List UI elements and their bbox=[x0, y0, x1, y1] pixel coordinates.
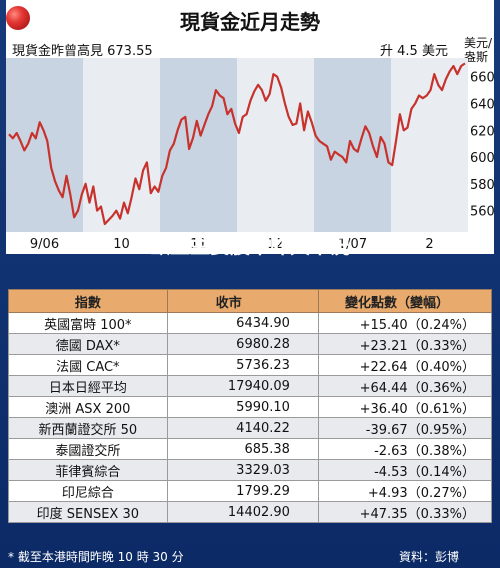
y-tick-label: 600 bbox=[470, 151, 495, 166]
change-value: +4.93（0.27%） bbox=[317, 480, 493, 502]
change-value: -2.63（0.38%） bbox=[317, 438, 493, 460]
x-tick-label: 10 bbox=[113, 237, 130, 252]
table-header-row: 指數 收市 變化點數（變幅） bbox=[8, 289, 493, 313]
column-header-close: 收市 bbox=[166, 289, 319, 313]
table-row: 英國富時 100* 6434.90 +15.40（0.24%） bbox=[8, 312, 493, 334]
table-row: 德國 DAX* 6980.28 +23.21（0.33%） bbox=[8, 333, 493, 355]
x-tick-label: 12 bbox=[267, 237, 284, 252]
x-tick-label: 2 bbox=[425, 237, 433, 252]
x-tick-label: 11 bbox=[190, 237, 207, 252]
chart-title: 現貨金近月走勢 bbox=[180, 10, 320, 34]
change-value: +23.21（0.33%） bbox=[317, 333, 493, 355]
footnote-source: 資料：彭博 bbox=[399, 550, 460, 564]
close-value: 14402.90 bbox=[166, 501, 319, 523]
close-value: 4140.22 bbox=[166, 417, 319, 439]
red-ball-icon bbox=[6, 6, 30, 30]
y-tick-label: 620 bbox=[470, 124, 495, 139]
month-band bbox=[6, 58, 83, 232]
change-value: +22.64（0.40%） bbox=[317, 354, 493, 376]
unit-label: 美元/盎斯 bbox=[464, 36, 493, 64]
high-note: 現貨金昨曾高見 673.55 bbox=[12, 44, 153, 59]
gold-price-line bbox=[8, 62, 466, 226]
change-value: +64.44（0.36%） bbox=[317, 375, 493, 397]
table-row: 法國 CAC* 5736.23 +22.64（0.40%） bbox=[8, 354, 493, 376]
x-tick-label: 9/06 bbox=[30, 237, 59, 252]
index-name: 印度 SENSEX 30 bbox=[8, 501, 168, 523]
index-name: 日本日經平均 bbox=[8, 375, 168, 397]
y-tick-label: 640 bbox=[470, 98, 495, 113]
index-name: 法國 CAC* bbox=[8, 354, 168, 376]
change-value: -4.53（0.14%） bbox=[317, 459, 493, 481]
month-band bbox=[160, 58, 237, 232]
y-tick-label: 560 bbox=[470, 205, 495, 220]
index-name: 澳洲 ASX 200 bbox=[8, 396, 168, 418]
index-name: 菲律賓綜合 bbox=[8, 459, 168, 481]
close-value: 5990.10 bbox=[166, 396, 319, 418]
index-name: 英國富時 100* bbox=[8, 312, 168, 334]
column-header-index: 指數 bbox=[8, 289, 168, 313]
y-tick-label: 660 bbox=[470, 71, 495, 86]
table-row: 印度 SENSEX 30 14402.90 +47.35（0.33%） bbox=[8, 501, 493, 523]
column-header-change: 變化點數（變幅） bbox=[317, 289, 493, 313]
y-tick-label: 580 bbox=[470, 178, 495, 193]
close-value: 1799.29 bbox=[166, 480, 319, 502]
close-value: 5736.23 bbox=[166, 354, 319, 376]
change-value: +47.35（0.33%） bbox=[317, 501, 493, 523]
close-value: 685.38 bbox=[166, 438, 319, 460]
index-name: 印尼綜合 bbox=[8, 480, 168, 502]
close-value: 6980.28 bbox=[166, 333, 319, 355]
footnote-time: * 截至本港時間昨晚 10 時 30 分 bbox=[8, 550, 184, 564]
change-value: +36.40（0.61%） bbox=[317, 396, 493, 418]
table-title: 歐亞主要股市昨天市況 bbox=[150, 234, 350, 258]
table-row: 泰國證交所 685.38 -2.63（0.38%） bbox=[8, 438, 493, 460]
close-value: 3329.03 bbox=[166, 459, 319, 481]
index-name: 新西蘭證交所 50 bbox=[8, 417, 168, 439]
gold-price-chart: 560 580 600 620 640 660 9/06 10 11 12 1/07 2 bbox=[6, 58, 495, 252]
table-row: 新西蘭證交所 50 4140.22 -39.67（0.95%） bbox=[8, 417, 493, 439]
index-name: 泰國證交所 bbox=[8, 438, 168, 460]
table-row: 日本日經平均 17940.09 +64.44（0.36%） bbox=[8, 375, 493, 397]
x-tick-label: 1/07 bbox=[338, 237, 367, 252]
table-row: 印尼綜合 1799.29 +4.93（0.27%） bbox=[8, 480, 493, 502]
close-value: 6434.90 bbox=[166, 312, 319, 334]
close-value: 17940.09 bbox=[166, 375, 319, 397]
change-value: +15.40（0.24%） bbox=[317, 312, 493, 334]
table-row: 菲律賓綜合 3329.03 -4.53（0.14%） bbox=[8, 459, 493, 481]
change-value: -39.67（0.95%） bbox=[317, 417, 493, 439]
change-note: 升 4.5 美元 bbox=[380, 44, 448, 59]
table-row: 澳洲 ASX 200 5990.10 +36.40（0.61%） bbox=[8, 396, 493, 418]
stock-market-table: 指數 收市 變化點數（變幅） 英國富時 100* 6434.90 +15.40（… bbox=[8, 289, 493, 523]
index-name: 德國 DAX* bbox=[8, 333, 168, 355]
